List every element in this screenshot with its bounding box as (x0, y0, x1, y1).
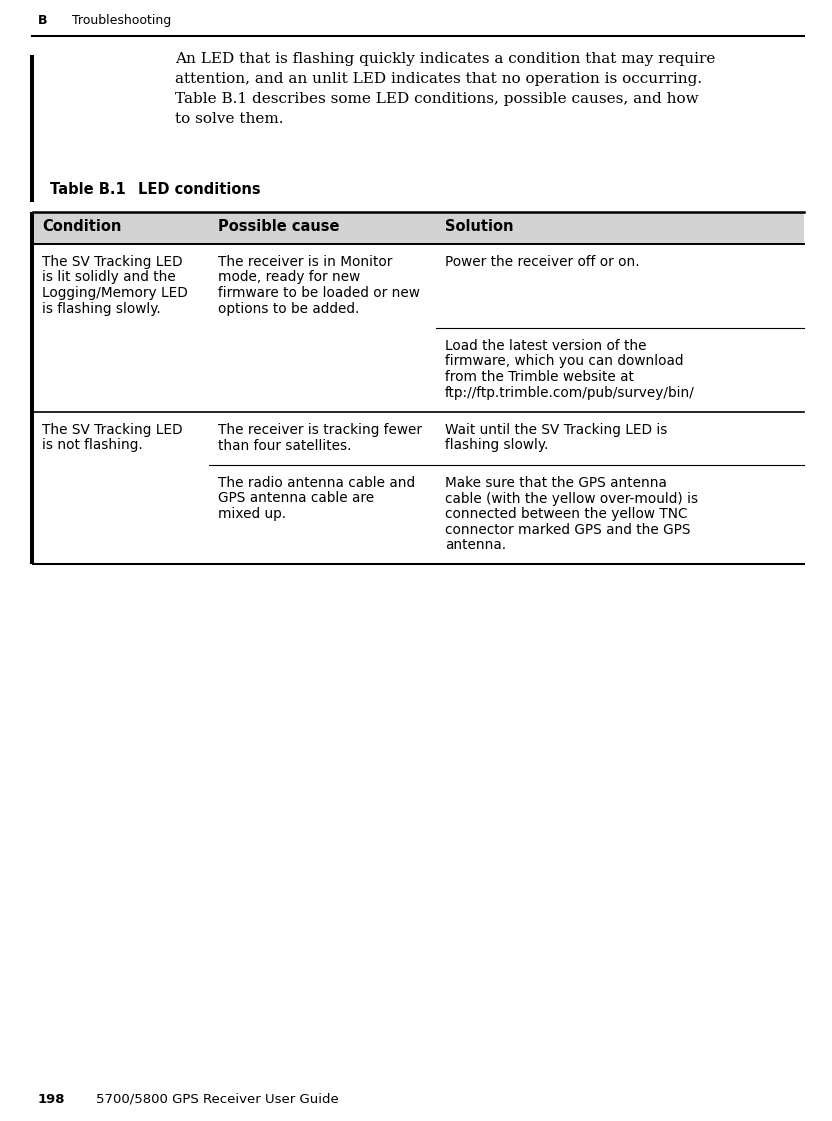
Text: LED conditions: LED conditions (138, 182, 260, 197)
Text: Table B.1 describes some LED conditions, possible causes, and how: Table B.1 describes some LED conditions,… (175, 92, 699, 106)
Bar (30, 180, 34, 202)
Bar (30, 212, 34, 244)
Bar (30, 244, 34, 413)
Text: Logging/Memory LED: Logging/Memory LED (42, 286, 188, 300)
Text: than four satellites.: than four satellites. (218, 438, 351, 453)
Text: Troubleshooting: Troubleshooting (72, 13, 171, 27)
Bar (30, 465, 34, 564)
Text: GPS antenna cable are: GPS antenna cable are (218, 491, 374, 506)
Text: An LED that is flashing quickly indicates a condition that may require: An LED that is flashing quickly indicate… (175, 52, 716, 66)
Text: Table B.1: Table B.1 (50, 182, 126, 197)
Text: Possible cause: Possible cause (218, 219, 339, 234)
Text: The receiver is tracking fewer: The receiver is tracking fewer (218, 423, 422, 437)
Text: The SV Tracking LED: The SV Tracking LED (42, 423, 182, 437)
Bar (33, 212, 804, 244)
Text: is not flashing.: is not flashing. (42, 438, 143, 453)
Text: 198: 198 (38, 1093, 66, 1106)
Text: firmware to be loaded or new: firmware to be loaded or new (218, 286, 419, 300)
Text: is lit solidly and the: is lit solidly and the (42, 270, 176, 285)
Text: flashing slowly.: flashing slowly. (445, 438, 548, 453)
Text: mode, ready for new: mode, ready for new (218, 270, 360, 285)
Text: The receiver is in Monitor: The receiver is in Monitor (218, 254, 392, 269)
Text: ftp://ftp.trimble.com/pub/survey/bin/: ftp://ftp.trimble.com/pub/survey/bin/ (445, 386, 695, 399)
Text: is flashing slowly.: is flashing slowly. (42, 302, 161, 315)
Text: firmware, which you can download: firmware, which you can download (445, 354, 684, 369)
Text: Power the receiver off or on.: Power the receiver off or on. (445, 254, 640, 269)
Bar (30, 413, 34, 465)
Text: connected between the yellow TNC: connected between the yellow TNC (445, 507, 688, 521)
Text: cable (with the yellow over-mould) is: cable (with the yellow over-mould) is (445, 491, 698, 506)
Text: to solve them.: to solve them. (175, 112, 284, 126)
Text: connector marked GPS and the GPS: connector marked GPS and the GPS (445, 522, 691, 537)
Text: Load the latest version of the: Load the latest version of the (445, 339, 646, 353)
Text: The radio antenna cable and: The radio antenna cable and (218, 476, 415, 490)
Text: from the Trimble website at: from the Trimble website at (445, 370, 634, 385)
Text: 5700/5800 GPS Receiver User Guide: 5700/5800 GPS Receiver User Guide (96, 1093, 339, 1106)
Text: mixed up.: mixed up. (218, 507, 286, 521)
Bar (30, 55, 34, 185)
Text: Condition: Condition (42, 219, 121, 234)
Text: The SV Tracking LED: The SV Tracking LED (42, 254, 182, 269)
Text: options to be added.: options to be added. (218, 302, 359, 315)
Text: antenna.: antenna. (445, 538, 507, 552)
Text: B: B (38, 13, 47, 27)
Text: Solution: Solution (445, 219, 513, 234)
Text: Make sure that the GPS antenna: Make sure that the GPS antenna (445, 476, 667, 490)
Text: Wait until the SV Tracking LED is: Wait until the SV Tracking LED is (445, 423, 667, 437)
Text: attention, and an unlit LED indicates that no operation is occurring.: attention, and an unlit LED indicates th… (175, 72, 702, 86)
